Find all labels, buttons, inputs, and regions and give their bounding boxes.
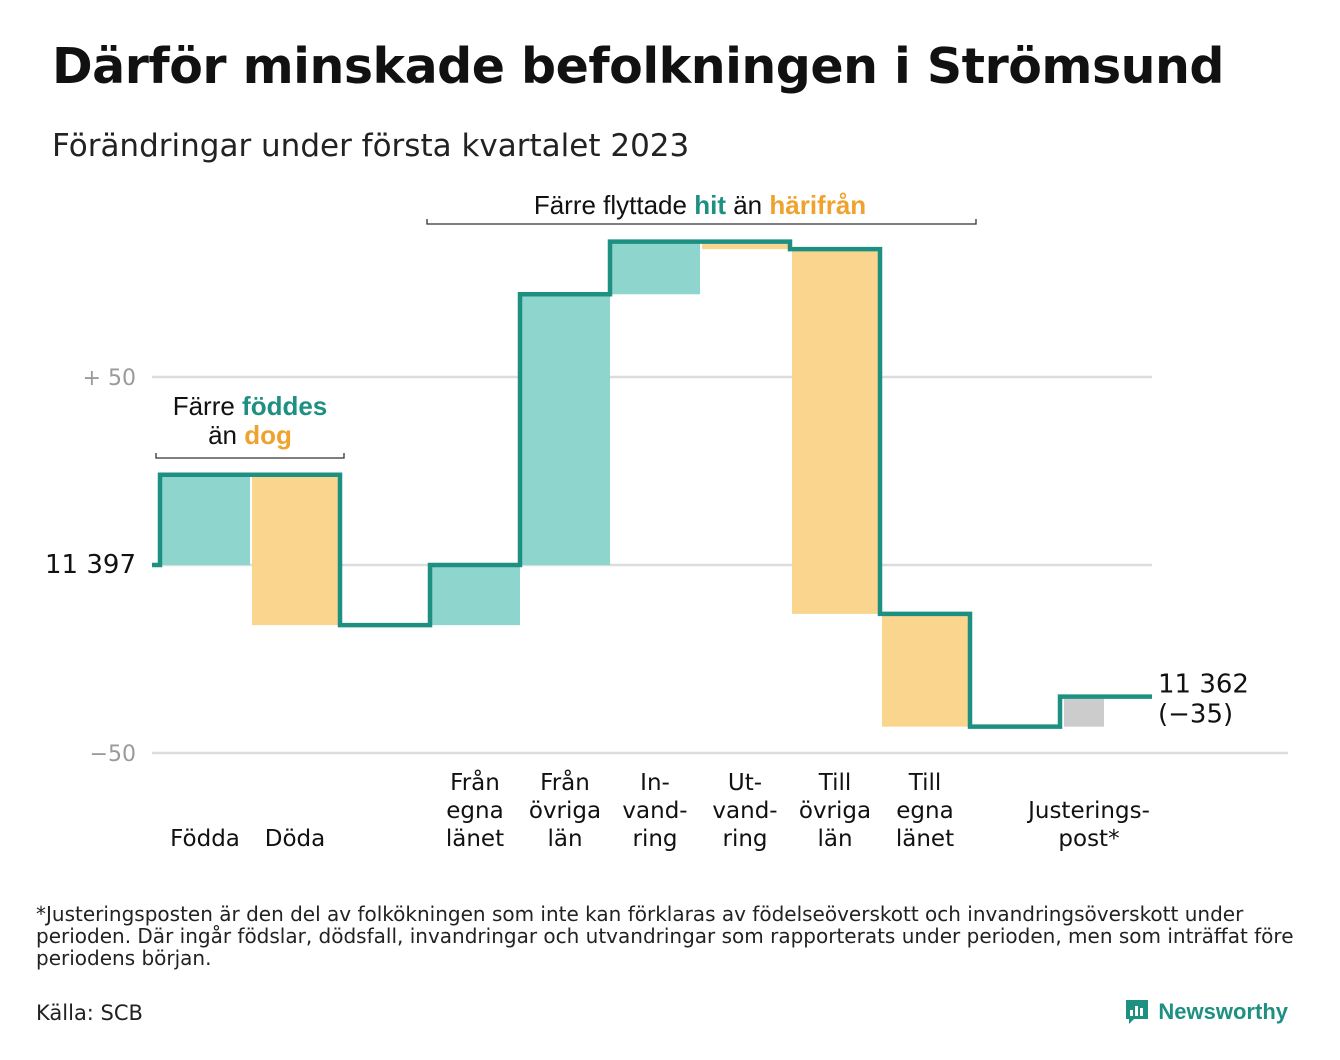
category-label: Till xyxy=(818,770,852,796)
source-note: Källa: SCB xyxy=(36,1001,143,1025)
annotation-text-part: än xyxy=(208,420,244,450)
category-label: länet xyxy=(446,826,504,852)
category-label: vand- xyxy=(712,798,777,824)
waterfall-bar xyxy=(520,294,610,565)
category-label: Från xyxy=(450,768,500,796)
category-label: länet xyxy=(896,826,954,852)
category-label: Justerings- xyxy=(1026,798,1150,824)
annotation-births-line1: Färre föddes xyxy=(173,391,328,421)
category-label: län xyxy=(547,826,582,852)
waterfall-bar xyxy=(702,241,790,250)
y-tick-label: + 50 xyxy=(83,366,136,391)
annotation-text-part: Färre flyttade xyxy=(534,190,694,220)
category-label: Till xyxy=(908,770,942,796)
annotation-text-part: än xyxy=(726,190,769,220)
end-value-label: 11 362 xyxy=(1158,670,1249,700)
newsworthy-logo-icon xyxy=(1126,1000,1149,1024)
category-label: län xyxy=(817,826,852,852)
waterfall-bar xyxy=(1064,696,1104,727)
waterfall-bar xyxy=(252,474,340,626)
annotation-text-part: föddes xyxy=(242,391,327,421)
annotation-births-line2: än dog xyxy=(208,420,292,450)
category-label: ring xyxy=(722,826,767,852)
annotation-text-part: hit xyxy=(694,190,726,220)
category-label: övriga xyxy=(799,798,871,824)
chart-subtitle: Förändringar under första kvartalet 2023 xyxy=(52,128,690,164)
waterfall-bar xyxy=(430,565,520,626)
start-value-label: 11 397 xyxy=(45,550,136,580)
category-label: egna xyxy=(446,798,503,824)
waterfall-bar xyxy=(160,474,250,565)
category-label: egna xyxy=(896,798,953,824)
brand-logo: Newsworthy xyxy=(1124,998,1288,1026)
chart-title: Därför minskade befolkningen i Strömsund xyxy=(52,38,1224,95)
y-tick-label: −50 xyxy=(90,742,136,767)
cumulative-step-line xyxy=(152,239,1152,729)
category-label: Döda xyxy=(265,826,325,852)
brand-name: Newsworthy xyxy=(1158,999,1288,1024)
category-label: post* xyxy=(1058,826,1119,852)
waterfall-bar xyxy=(792,249,880,614)
category-label: vand- xyxy=(622,798,687,824)
footnote: *Justeringsposten är den del av folkökni… xyxy=(36,902,1294,970)
annotation-migration-bracket xyxy=(426,219,977,225)
category-label: ring xyxy=(632,826,677,852)
line-layer xyxy=(152,239,1152,729)
category-label: Från xyxy=(540,768,590,796)
category-label: Födda xyxy=(170,826,240,852)
category-label: övriga xyxy=(529,798,601,824)
category-label: Ut- xyxy=(728,770,762,796)
waterfall-bar xyxy=(610,241,700,295)
annotation-migration-line1: Färre flyttade hit än härifrån xyxy=(534,190,866,220)
annotation-text-part: Färre xyxy=(173,391,242,421)
bar-layer xyxy=(160,241,1104,727)
annotation-births-bracket xyxy=(155,453,345,459)
waterfall-bar xyxy=(882,613,970,727)
end-change-label: (−35) xyxy=(1158,700,1233,730)
annotation-text-part: dog xyxy=(244,420,292,450)
category-label: In- xyxy=(640,770,670,796)
annotation-text-part: härifrån xyxy=(769,190,866,220)
